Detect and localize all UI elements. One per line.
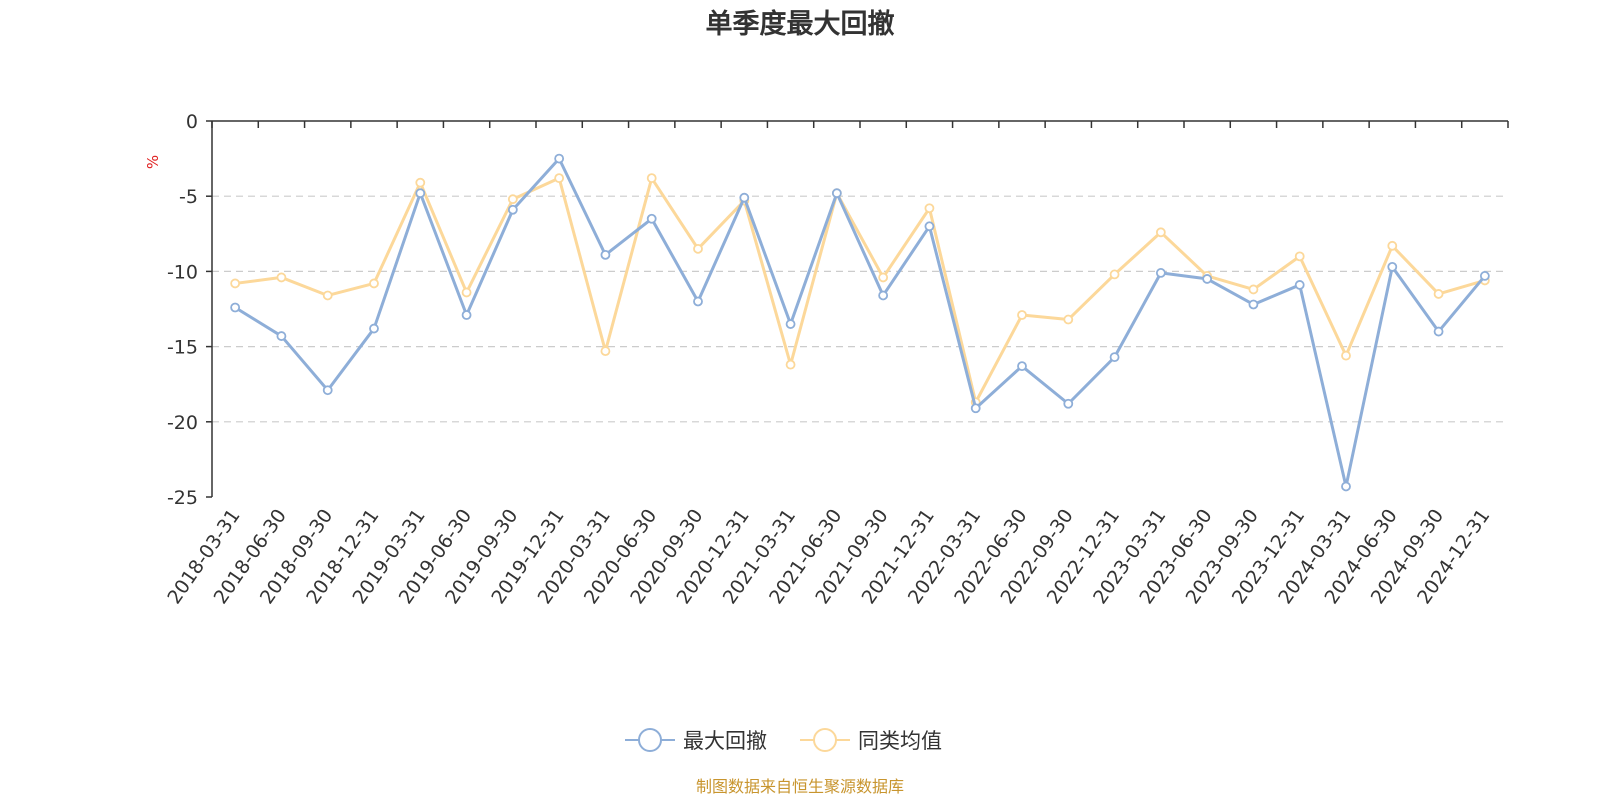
grid-lines — [212, 195, 1508, 423]
data-point — [878, 290, 889, 301]
data-point — [831, 188, 842, 199]
data-point — [415, 177, 426, 188]
data-point — [646, 173, 657, 184]
series-max-drawdown — [230, 153, 1490, 492]
data-point — [1109, 352, 1120, 363]
y-tick-label: -10 — [167, 261, 198, 283]
data-point — [230, 302, 241, 313]
data-point — [1063, 398, 1074, 409]
data-point — [1433, 289, 1444, 299]
data-point — [1063, 314, 1074, 325]
data-point — [1109, 269, 1120, 280]
y-axis-ticks: 0 -5 -10 -15 -20 -25 — [167, 111, 212, 509]
data-point — [785, 319, 796, 329]
data-point — [230, 278, 241, 289]
x-axis-ticks: 2018-03-312018-06-302018-09-302018-12-31… — [163, 505, 1494, 608]
series-line — [234, 157, 1487, 488]
y-tick-label: -15 — [167, 337, 198, 359]
series-group — [230, 153, 1490, 492]
data-point — [1017, 310, 1027, 320]
data-point — [276, 272, 287, 283]
data-source-note: 制图数据来自恒生聚源数据库 — [696, 777, 904, 796]
data-point — [600, 346, 611, 357]
data-point — [924, 203, 935, 214]
y-tick-label: 0 — [186, 111, 198, 133]
data-point — [646, 213, 657, 224]
data-point — [785, 359, 796, 370]
legend: 最大回撤 同类均值 — [625, 728, 942, 753]
legend-label: 同类均值 — [858, 729, 942, 753]
data-point — [415, 188, 426, 199]
legend-item-peer-average: 同类均值 — [800, 728, 942, 753]
legend-marker-icon — [638, 728, 662, 752]
axes — [211, 120, 1509, 497]
data-point — [554, 173, 565, 184]
y-tick-label: -20 — [167, 412, 198, 434]
data-point — [1387, 240, 1398, 251]
data-point — [693, 296, 703, 307]
y-tick-label: -25 — [167, 487, 198, 509]
data-point — [369, 278, 379, 289]
series-line — [234, 176, 1486, 404]
data-point — [322, 290, 333, 301]
data-point — [1341, 350, 1351, 361]
data-point — [878, 272, 889, 283]
data-point — [1202, 274, 1213, 284]
data-point — [507, 204, 518, 215]
data-point — [1017, 361, 1027, 372]
data-point — [322, 385, 333, 396]
legend-item-max-drawdown: 最大回撤 — [625, 728, 767, 753]
y-tick-label: -5 — [179, 186, 198, 208]
data-point — [1248, 299, 1259, 310]
data-point — [554, 153, 565, 164]
data-point — [461, 310, 472, 320]
data-point — [1341, 481, 1351, 492]
data-point — [1294, 280, 1305, 290]
data-point — [1433, 326, 1444, 337]
data-point — [924, 221, 935, 232]
data-point — [739, 192, 750, 203]
data-point — [369, 323, 379, 334]
data-point — [461, 287, 472, 298]
data-point — [1155, 268, 1166, 278]
data-point — [507, 194, 518, 205]
series-peer-average — [230, 173, 1490, 408]
chart-title: 单季度最大回撤 — [706, 8, 895, 40]
legend-label: 最大回撤 — [683, 729, 767, 753]
legend-marker-icon — [813, 728, 837, 752]
data-point — [1155, 227, 1166, 238]
data-point — [1294, 251, 1305, 262]
y-axis-unit-label: % — [144, 155, 162, 169]
data-point — [970, 403, 981, 414]
data-point — [693, 243, 703, 254]
data-point — [1387, 261, 1398, 272]
data-point — [1479, 271, 1490, 281]
data-point — [276, 331, 287, 341]
data-point — [1248, 284, 1259, 295]
data-point — [600, 249, 611, 260]
